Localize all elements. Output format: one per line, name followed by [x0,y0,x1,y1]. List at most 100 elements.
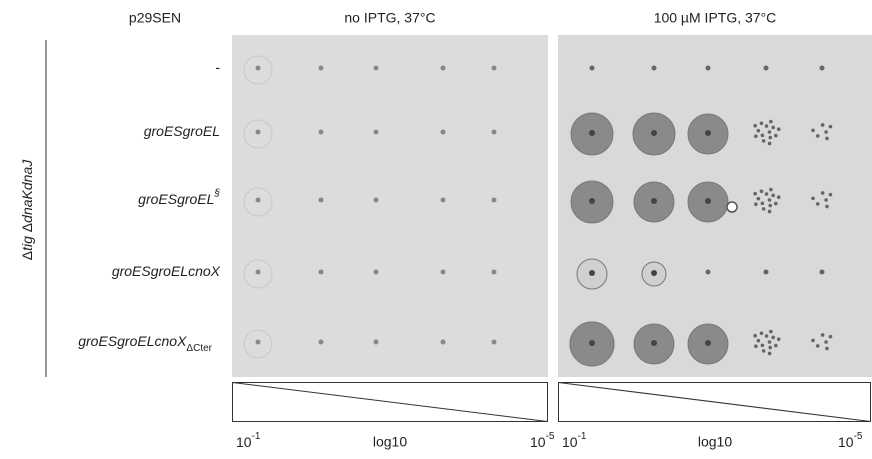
colony [318,269,324,275]
colony [759,121,764,126]
colony [440,197,446,203]
colony [753,123,757,128]
panel-title: no IPTG, 37°C [344,10,435,26]
colony [811,128,815,133]
colony [759,189,764,194]
colony [759,331,764,336]
side-label: Δtig ΔdnaKdnaJ [19,159,35,260]
colony [767,198,772,202]
colony [491,339,497,345]
dilution-label: 10-5 [838,431,863,450]
colony [760,343,765,348]
row-label-text: - [215,59,220,75]
colony [769,187,773,192]
colony [773,343,778,348]
colony [776,127,781,132]
colony [820,123,825,127]
colony [767,141,772,146]
colony [828,192,833,197]
spot-center [651,270,657,276]
colony [491,269,497,275]
colony [761,207,766,211]
colony [828,334,833,339]
colony [764,192,769,196]
colony [754,202,758,206]
colony [318,129,324,135]
spot-center [589,130,595,136]
dilution-base: 10 [236,434,252,450]
colony [824,130,828,134]
labels: Δtig ΔdnaKdnaJ-groESgroELgroESgroEL§groE… [19,59,863,450]
colony [373,129,379,135]
dilution-exp: -5 [854,431,863,442]
plate [232,35,548,377]
colony [763,65,769,71]
colony [373,197,379,203]
colony [773,133,778,138]
colony [825,136,829,141]
colony [491,129,497,135]
colony [440,269,446,275]
spot-center [651,130,657,136]
colony [756,338,761,343]
colony [815,344,820,348]
colony [705,65,711,71]
colony [824,340,828,344]
colony [763,269,769,275]
colony [440,339,446,345]
colony [255,269,261,275]
colony [764,124,769,128]
colony [767,340,772,344]
colony [760,201,765,206]
colony [768,203,773,208]
spot-halo [243,119,273,149]
panel-title: 100 µM IPTG, 37°C [654,10,777,26]
colony [756,128,761,133]
colony [815,202,820,206]
colony [825,204,829,209]
side-label-part: tig [19,236,35,251]
colony [773,201,778,206]
colony [373,269,379,275]
colony [756,196,761,201]
colony [754,134,758,138]
colony [255,65,261,71]
row-label: groESgroELcnoXΔCter [78,333,212,354]
spot-center [705,130,711,136]
dilution-middle: log10 [698,434,732,450]
colony [828,124,833,129]
colony [589,65,595,71]
dilution-exp: -1 [252,431,261,442]
colony [318,65,324,71]
colony [255,197,261,203]
colony [491,65,497,71]
colony [820,191,825,195]
dilution-exp: -1 [578,431,587,442]
colony [769,119,773,124]
spots [243,55,833,367]
spot-halo [243,187,273,217]
spot-halo [243,55,273,85]
dilution-label: 10-1 [236,431,261,450]
colony [811,196,815,201]
side-label-part: dnaKdnaJ [19,159,35,223]
row-label-text: groESgroELcnoX [112,263,221,279]
spot-center [589,270,595,276]
dilution-middle: log10 [373,434,407,450]
colony [760,133,765,138]
colony [771,193,775,198]
dilution-base: 10 [838,434,854,450]
spot-center [705,198,711,204]
dilution-exp: -5 [546,431,555,442]
row-label-text: groESgroEL [144,123,220,139]
spot-center [589,198,595,204]
colony [440,129,446,135]
column-header: p29SEN [129,10,181,26]
spot-halo [243,259,273,289]
colony [768,135,773,140]
colony [318,197,324,203]
colony [825,346,829,351]
colony [440,65,446,71]
